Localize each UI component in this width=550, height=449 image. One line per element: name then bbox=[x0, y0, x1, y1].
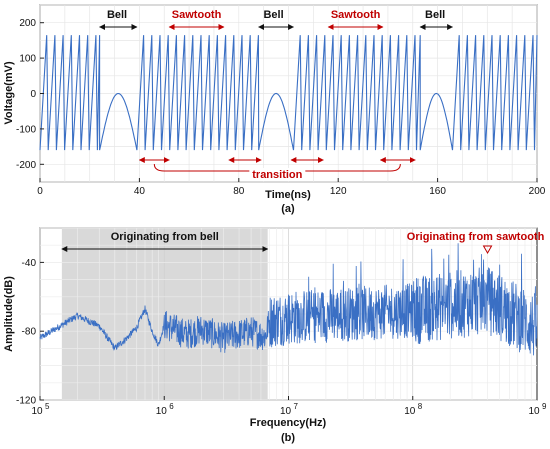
bell-label: Bell bbox=[107, 9, 127, 21]
sawtooth-origin-marker bbox=[482, 245, 493, 255]
panel-b: 10 5 10 6 10 7 10 8 10 9-120-80-40 Originating fr… bbox=[3, 227, 547, 444]
transition-label-bg bbox=[249, 168, 306, 181]
x-tick-exponent: 9 bbox=[542, 402, 547, 411]
panel-b-xlabel: Frequency(Hz) bbox=[250, 417, 327, 429]
bell-label: Bell bbox=[263, 9, 283, 21]
x-tick-exponent: 6 bbox=[169, 402, 174, 411]
sawtooth-label: Sawtooth bbox=[331, 9, 381, 21]
y-tick-label: 200 bbox=[19, 18, 36, 29]
sawtooth-origin-label: Originating from sawtooth bbox=[407, 231, 545, 243]
x-tick-exponent: 8 bbox=[418, 402, 423, 411]
x-tick-label: 10 bbox=[31, 406, 43, 417]
panel-b-ticks: 10 5 10 6 10 7 10 8 10 9-120-80-40 bbox=[16, 258, 547, 417]
amplitude-series-line bbox=[39, 243, 538, 356]
panel-b-annotations: Originating from bell Originating from sa… bbox=[61, 231, 545, 255]
y-tick-label: 0 bbox=[30, 89, 36, 100]
panel-a-annotations: Bell Bell Bell Sawtooth Sawtooth transition bbox=[99, 9, 454, 181]
panel-b-spectrum bbox=[39, 243, 538, 356]
y-tick-label: -100 bbox=[16, 124, 36, 135]
x-tick-label: 10 bbox=[280, 406, 292, 417]
sawtooth-label: Sawtooth bbox=[172, 9, 222, 21]
x-tick-exponent: 5 bbox=[45, 402, 50, 411]
panel-a-xlabel: Time(ns) bbox=[265, 189, 311, 201]
panel-b-caption: (b) bbox=[281, 432, 295, 444]
x-tick-label: 0 bbox=[37, 186, 43, 197]
x-tick-exponent: 7 bbox=[294, 402, 299, 411]
x-tick-label: 80 bbox=[233, 186, 245, 197]
transition-label: transition bbox=[252, 169, 302, 181]
y-tick-label: -200 bbox=[16, 160, 36, 171]
panel-a-waveform bbox=[39, 35, 538, 151]
y-tick-label: 100 bbox=[19, 54, 36, 65]
bell-label: Bell bbox=[425, 9, 445, 21]
y-tick-label: -80 bbox=[22, 327, 37, 338]
x-tick-label: 160 bbox=[429, 186, 446, 197]
x-tick-label: 10 bbox=[404, 406, 416, 417]
x-tick-label: 40 bbox=[134, 186, 146, 197]
panel-b-ylabel: Amplitude(dB) bbox=[3, 276, 15, 352]
panel-a-caption: (a) bbox=[281, 203, 295, 215]
panel-a-grid bbox=[39, 4, 538, 183]
voltage-series-line bbox=[39, 35, 538, 151]
bell-origin-label: Originating from bell bbox=[111, 231, 219, 243]
y-tick-label: -40 bbox=[22, 258, 37, 269]
panel-a-ylabel: Voltage(mV) bbox=[3, 61, 15, 125]
x-tick-label: 10 bbox=[528, 406, 540, 417]
x-tick-label: 120 bbox=[330, 186, 347, 197]
panel-a-ticks: 0 40 80 120 160 200 -200 -100 0 100 200 bbox=[16, 18, 546, 197]
y-tick-label: -120 bbox=[16, 396, 36, 407]
x-tick-label: 10 bbox=[156, 406, 168, 417]
x-tick-label: 200 bbox=[529, 186, 546, 197]
